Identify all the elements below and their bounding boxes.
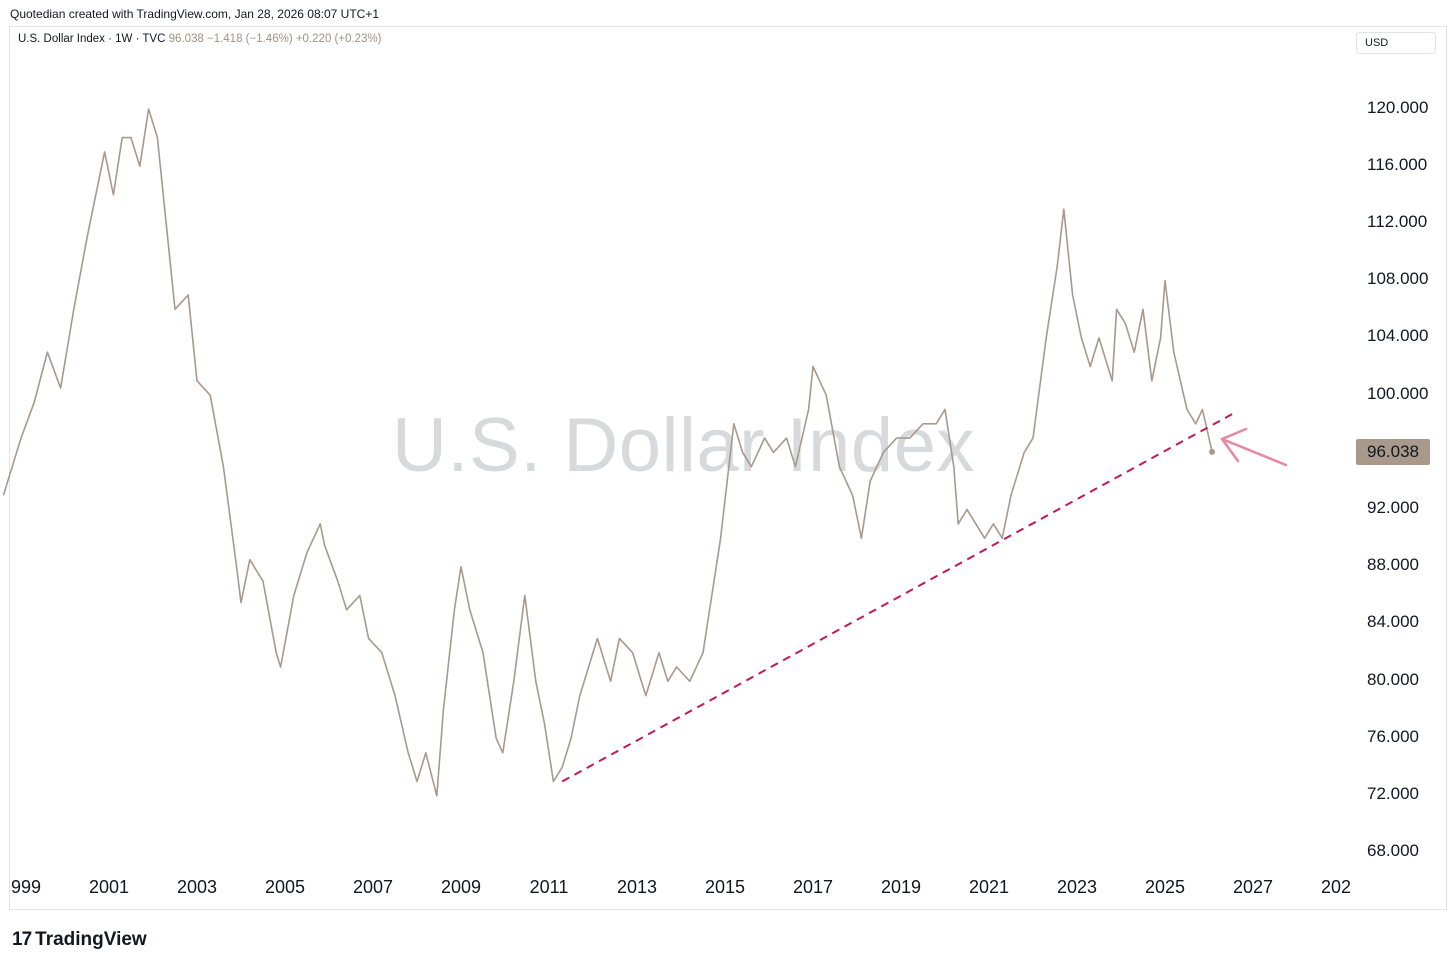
x-tick-label: 2009 xyxy=(440,877,482,897)
x-tick-label: 2005 xyxy=(264,877,306,897)
x-tick-label: 2021 xyxy=(968,877,1010,897)
currency-button[interactable]: USD xyxy=(1356,32,1436,54)
x-tick-label: 2017 xyxy=(792,877,834,897)
x-tick-label: 2015 xyxy=(704,877,746,897)
y-tick-label: 88.000 xyxy=(1367,555,1419,574)
x-tick-label: 2023 xyxy=(1056,877,1098,897)
x-tick-label: 2019 xyxy=(880,877,922,897)
price-series-line xyxy=(2,108,1213,797)
x-tick-label: 2003 xyxy=(176,877,218,897)
last-price-point xyxy=(1209,448,1216,455)
tradingview-wordmark: TradingView xyxy=(35,929,147,950)
symbol-name[interactable]: U.S. Dollar Index · 1W · TVC xyxy=(18,33,166,45)
support-trendline[interactable] xyxy=(561,411,1236,783)
y-tick-label: 84.000 xyxy=(1367,612,1419,631)
symbol-legend[interactable]: U.S. Dollar Index · 1W · TVC 96.038 −1.4… xyxy=(18,33,382,45)
tradingview-brand[interactable]: 17 TradingView xyxy=(12,929,147,951)
y-tick-label: 76.000 xyxy=(1367,727,1419,746)
x-tick-label: 202 xyxy=(1320,877,1352,897)
x-tick-label: 2027 xyxy=(1232,877,1274,897)
x-tick-label: 2025 xyxy=(1144,877,1186,897)
x-tick-label: 2001 xyxy=(88,877,130,897)
chart-credit: Quotedian created with TradingView.com, … xyxy=(10,7,380,21)
y-tick-label: 108.000 xyxy=(1367,269,1429,288)
y-tick-label: 80.000 xyxy=(1367,670,1419,689)
x-tick-label: 2013 xyxy=(616,877,658,897)
y-tick-label: 100.000 xyxy=(1367,384,1429,403)
y-tick-label: 112.000 xyxy=(1367,212,1428,231)
ohlc-values: 96.038 −1.418 (−1.46%) +0.220 (+0.23%) xyxy=(168,33,382,45)
chart-frame xyxy=(9,26,1447,910)
y-tick-label: 120.000 xyxy=(1367,98,1429,117)
y-tick-label: 68.000 xyxy=(1367,841,1419,860)
x-tick-label: 2011 xyxy=(529,877,569,897)
y-tick-label: 116.000 xyxy=(1367,155,1428,174)
x-tick-label: 2007 xyxy=(352,877,394,897)
y-tick-label: 72.000 xyxy=(1367,784,1419,803)
tradingview-logo: 17 xyxy=(12,929,32,950)
arrow-annotation[interactable] xyxy=(1220,427,1288,467)
last-price-tag: 96.038 xyxy=(1356,439,1430,465)
y-tick-label: 92.000 xyxy=(1367,498,1419,517)
symbol-watermark: U.S. Dollar Index xyxy=(392,403,975,488)
y-tick-label: 104.000 xyxy=(1367,326,1429,345)
x-tick-label: 999 xyxy=(10,877,42,897)
